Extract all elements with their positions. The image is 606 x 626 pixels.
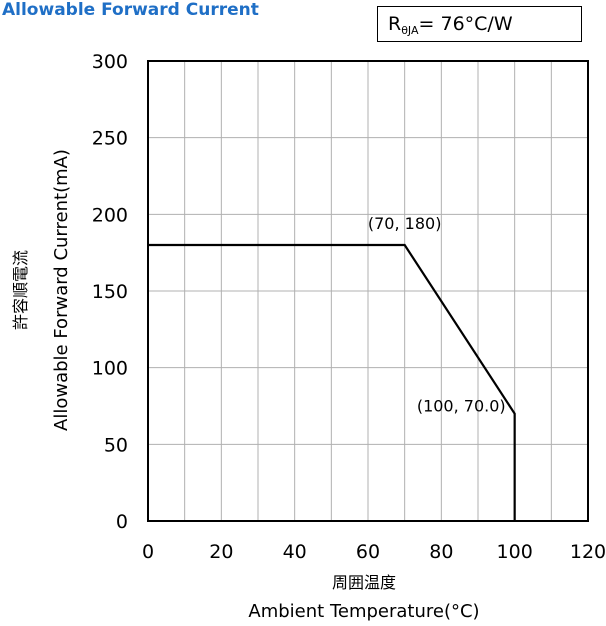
chart-title: Allowable Forward Current: [2, 0, 259, 20]
thermal-resistance-subscript: θJA: [401, 24, 419, 37]
annotations: (70, 180) (100, 70.0): [368, 214, 506, 416]
y-tick-labels: 0 50 100 150 200 250 300: [92, 51, 128, 533]
y-tick-label: 150: [92, 281, 128, 303]
x-tick-label: 20: [209, 541, 233, 563]
thermal-resistance-box: RθJA= 76°C/W: [377, 6, 582, 42]
y-axis-label-jp: 許容順電流: [11, 250, 30, 330]
x-tick-label: 0: [142, 541, 154, 563]
series-group: [148, 243, 516, 521]
y-tick-label: 50: [104, 434, 128, 456]
x-tick-label: 80: [429, 541, 453, 563]
thermal-resistance-symbol: R: [388, 13, 402, 35]
grid-lines: [148, 61, 588, 521]
annotation-label: (70, 180): [368, 214, 442, 233]
plot-frame: [147, 60, 589, 522]
y-tick-label: 100: [92, 358, 128, 380]
thermal-resistance-value: = 76°C/W: [418, 13, 513, 35]
x-tick-label: 120: [570, 541, 606, 563]
x-axis-label: Ambient Temperature(°C): [248, 601, 479, 622]
y-tick-label: 300: [92, 51, 128, 73]
y-tick-label: 0: [116, 511, 128, 533]
x-tick-label: 40: [283, 541, 307, 563]
x-axis-label-jp: 周囲温度: [332, 573, 396, 592]
y-axis-label: Allowable Forward Current(mA): [51, 149, 72, 431]
annotation-label: (100, 70.0): [417, 397, 506, 416]
x-tick-labels: 0 20 40 60 80 100 120: [142, 541, 606, 563]
y-tick-label: 250: [92, 128, 128, 150]
y-tick-label: 200: [92, 204, 128, 226]
x-tick-label: 60: [356, 541, 380, 563]
x-tick-label: 100: [497, 541, 533, 563]
series-line: [148, 243, 516, 521]
